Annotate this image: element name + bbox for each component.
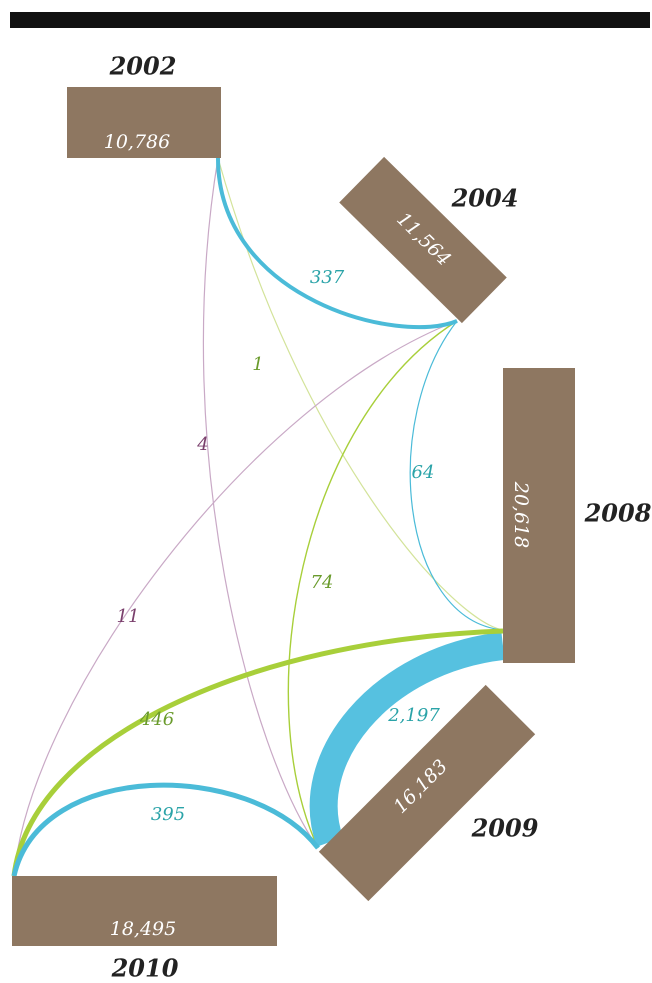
top-bar [10,12,650,28]
node [503,368,575,663]
link [216,157,458,330]
link-label: 395 [151,804,185,825]
link [409,320,504,631]
link-label: 4 [196,434,208,455]
link-label: 11 [117,606,140,627]
node [318,684,536,902]
node-value: 20,618 [510,481,532,548]
link [217,157,504,631]
link-label: 64 [412,462,435,483]
node-label: 2010 [111,954,179,983]
node-value: 10,786 [104,131,170,153]
link [11,782,320,877]
link-label: 74 [311,572,334,593]
node-label: 2002 [109,52,177,81]
node-label: 2009 [471,814,539,843]
node [12,876,277,946]
link-label: 337 [310,267,345,288]
node [67,87,221,158]
link [309,632,505,847]
link [13,320,458,877]
node-label: 2008 [584,499,652,528]
node-value: 18,495 [110,918,176,940]
link-label: 446 [139,709,174,730]
link-label: 1 [252,354,263,375]
link [202,157,319,849]
node-group: 11,564 [339,156,507,324]
link-label: 2,197 [387,705,440,726]
link [11,628,504,877]
link [287,320,458,849]
node [339,156,507,324]
node-label: 2004 [451,184,519,213]
